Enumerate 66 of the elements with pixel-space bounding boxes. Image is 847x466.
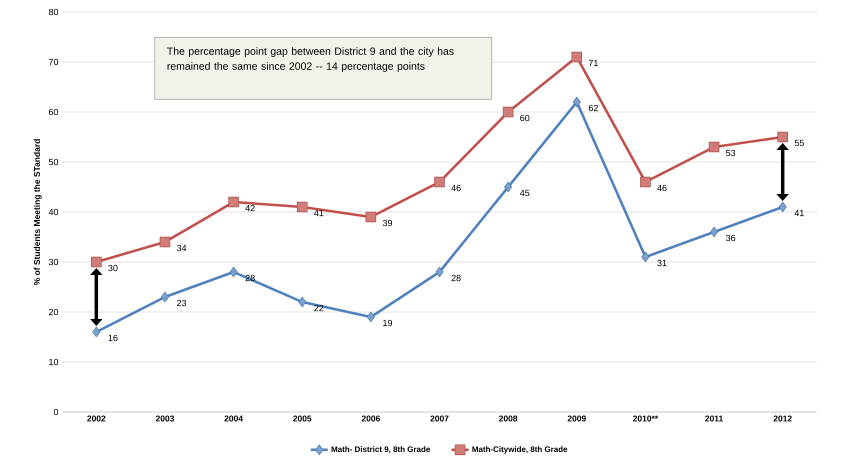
point bbox=[230, 266, 238, 278]
data-label: 36 bbox=[726, 234, 736, 242]
x-tick-label: 2004 bbox=[224, 416, 243, 422]
x-tick-label: 2007 bbox=[430, 416, 449, 422]
data-label: 39 bbox=[382, 220, 392, 226]
x-tick-label: 2011 bbox=[705, 416, 723, 422]
point bbox=[641, 252, 650, 262]
y-tick-label: 50 bbox=[48, 158, 58, 166]
data-label: 23 bbox=[177, 300, 186, 306]
x-tick-label: 2008 bbox=[499, 416, 518, 422]
point bbox=[434, 176, 445, 188]
x-tick-label: 2010** bbox=[633, 416, 658, 422]
y-axis-title: % of Students Meeting the STandard bbox=[34, 139, 42, 286]
point bbox=[91, 256, 102, 268]
point bbox=[366, 212, 376, 222]
data-label: 46 bbox=[451, 184, 461, 192]
x-tick-label: 2002 bbox=[87, 416, 106, 422]
data-label: 53 bbox=[726, 150, 736, 156]
y-tick-label: 20 bbox=[48, 308, 58, 316]
y-tick-label: 60 bbox=[48, 108, 58, 116]
point bbox=[296, 202, 308, 212]
y-tick-label: 40 bbox=[48, 208, 58, 216]
y-tick-label: 30 bbox=[48, 258, 58, 266]
data-label: 60 bbox=[520, 114, 530, 122]
point bbox=[572, 52, 582, 62]
point bbox=[160, 292, 169, 302]
point bbox=[502, 106, 514, 118]
point bbox=[778, 202, 787, 212]
data-label: 41 bbox=[794, 210, 804, 216]
data-label: 28 bbox=[246, 274, 255, 282]
data-label: 22 bbox=[314, 304, 324, 312]
x-tick-label: 2005 bbox=[293, 416, 312, 422]
data-label: 62 bbox=[588, 104, 598, 112]
data-label: 71 bbox=[588, 60, 598, 66]
data-label: 31 bbox=[657, 260, 667, 266]
point bbox=[366, 312, 375, 322]
data-label: 41 bbox=[314, 210, 324, 216]
data-label: 28 bbox=[452, 274, 461, 282]
point bbox=[572, 96, 581, 108]
data-label: 46 bbox=[657, 184, 667, 192]
point bbox=[228, 196, 239, 208]
point bbox=[777, 132, 788, 142]
data-label: 19 bbox=[383, 320, 392, 326]
y-tick-label: 70 bbox=[48, 58, 58, 66]
point bbox=[708, 142, 720, 152]
point bbox=[92, 326, 100, 338]
point bbox=[298, 296, 306, 308]
point bbox=[640, 176, 651, 188]
data-label: 55 bbox=[794, 140, 804, 146]
y-tick-label: 80 bbox=[48, 8, 58, 16]
point bbox=[160, 236, 170, 248]
y-tick-label: 10 bbox=[49, 358, 58, 366]
data-label: 16 bbox=[108, 334, 118, 342]
y-tick-label: 0 bbox=[54, 408, 58, 416]
x-tick-label: 2006 bbox=[362, 416, 380, 422]
x-tick-label: 2003 bbox=[156, 416, 174, 422]
data-label: 34 bbox=[176, 244, 186, 252]
data-label: 42 bbox=[245, 204, 255, 212]
point bbox=[710, 226, 718, 238]
x-tick-label: 2012 bbox=[774, 416, 792, 422]
x-tick-label: 2009 bbox=[568, 416, 586, 422]
point bbox=[435, 266, 444, 278]
point bbox=[504, 182, 512, 192]
annotation: The percentage point gap between District 9 and the city has remained the same since 2002 -- 14 percentage points bbox=[167, 47, 454, 72]
data-label: 45 bbox=[520, 190, 530, 196]
data-label: 30 bbox=[108, 264, 118, 272]
